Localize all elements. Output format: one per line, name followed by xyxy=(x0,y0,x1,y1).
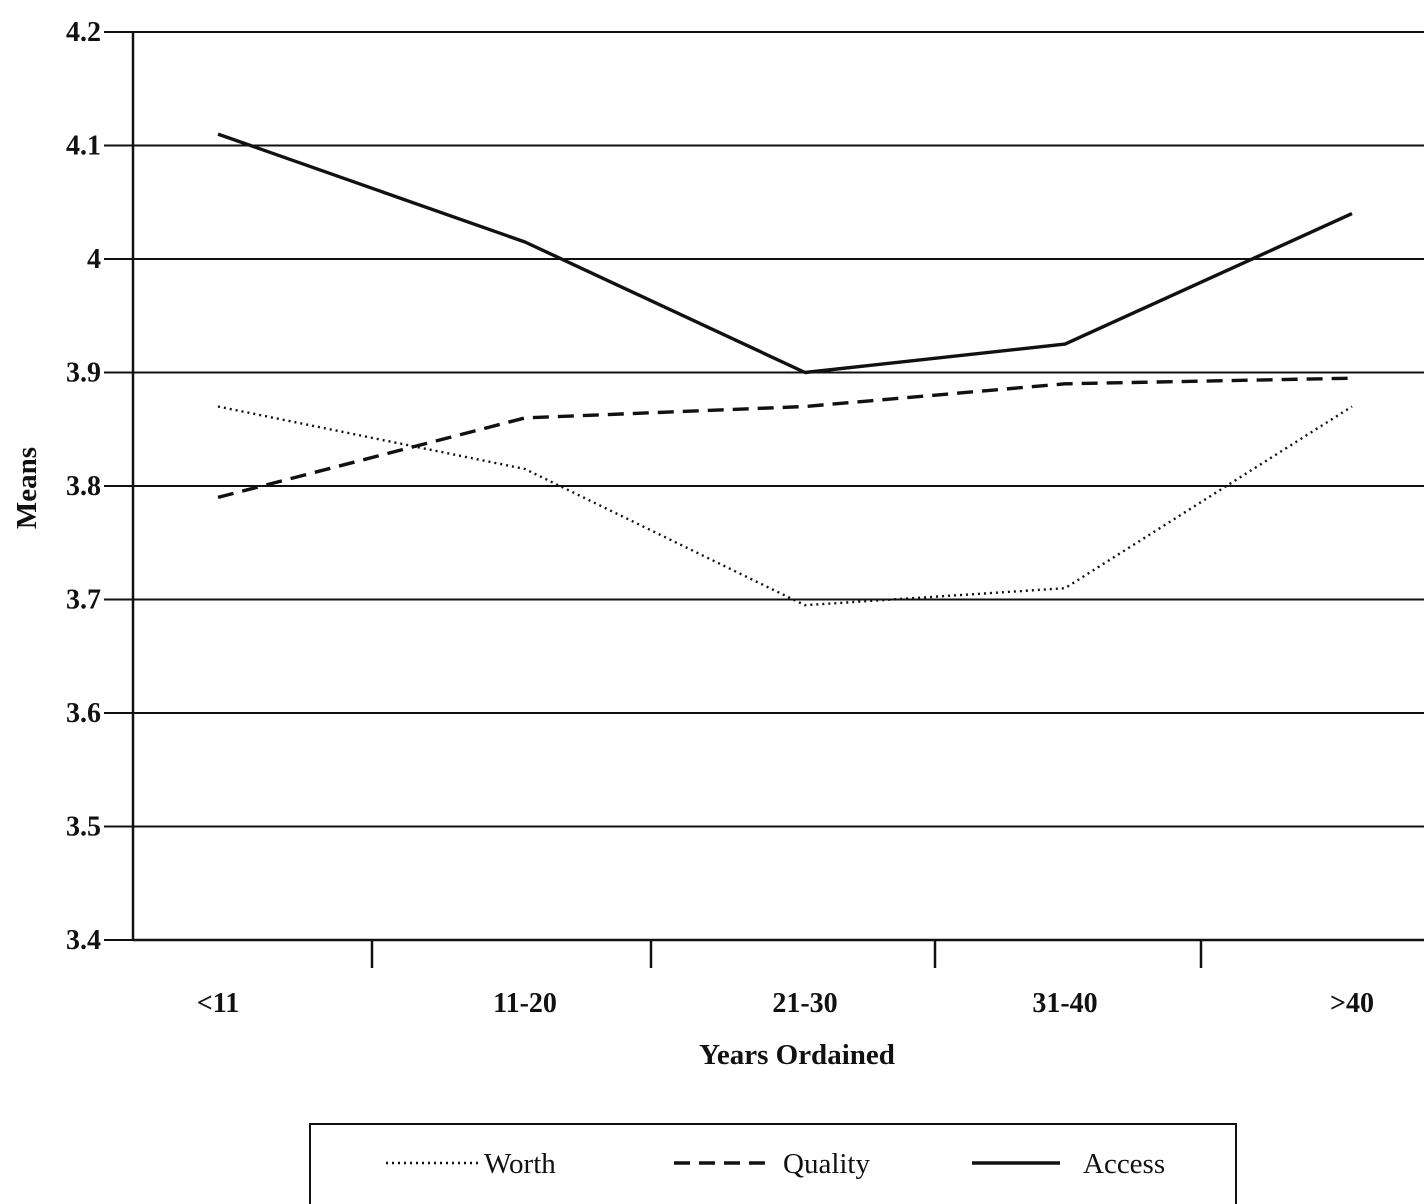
y-tick-label: 4 xyxy=(87,244,101,275)
y-tick-label: 3.8 xyxy=(66,471,101,502)
y-tick-label: 3.7 xyxy=(66,585,101,616)
y-tick-label: 3.4 xyxy=(66,925,101,956)
legend-label-quality: Quality xyxy=(783,1148,870,1180)
x-tick-label: >40 xyxy=(1330,988,1374,1019)
series-line-access xyxy=(217,132,1353,375)
series-lines xyxy=(217,132,1353,607)
legend: Worth Quality Access xyxy=(309,1123,1237,1204)
y-tick-label: 4.1 xyxy=(66,131,101,162)
legend-label-worth: Worth xyxy=(484,1148,556,1180)
gridlines xyxy=(104,31,1424,941)
series-line-worth xyxy=(217,405,1353,607)
x-tick-labels: <11 11-20 21-30 31-40 >40 xyxy=(197,988,1374,1019)
legend-label-access: Access xyxy=(1083,1148,1165,1180)
x-tick-label: 21-30 xyxy=(772,988,837,1019)
y-tick-label: 4.2 xyxy=(66,17,101,48)
axes xyxy=(131,32,1424,968)
y-tick-labels: 3.4 3.5 3.6 3.7 3.8 3.9 4 4.1 4.2 xyxy=(66,17,101,956)
x-axis-label: Years Ordained xyxy=(699,1039,895,1071)
x-tick-label: <11 xyxy=(197,988,239,1019)
y-axis-label: Means xyxy=(11,447,43,529)
x-tick-label: 31-40 xyxy=(1032,988,1097,1019)
series-line-quality xyxy=(217,376,1353,500)
y-tick-label: 3.6 xyxy=(66,698,101,729)
x-tick-label: 11-20 xyxy=(493,988,557,1019)
y-tick-label: 3.5 xyxy=(66,812,101,843)
y-tick-label: 3.9 xyxy=(66,358,101,389)
